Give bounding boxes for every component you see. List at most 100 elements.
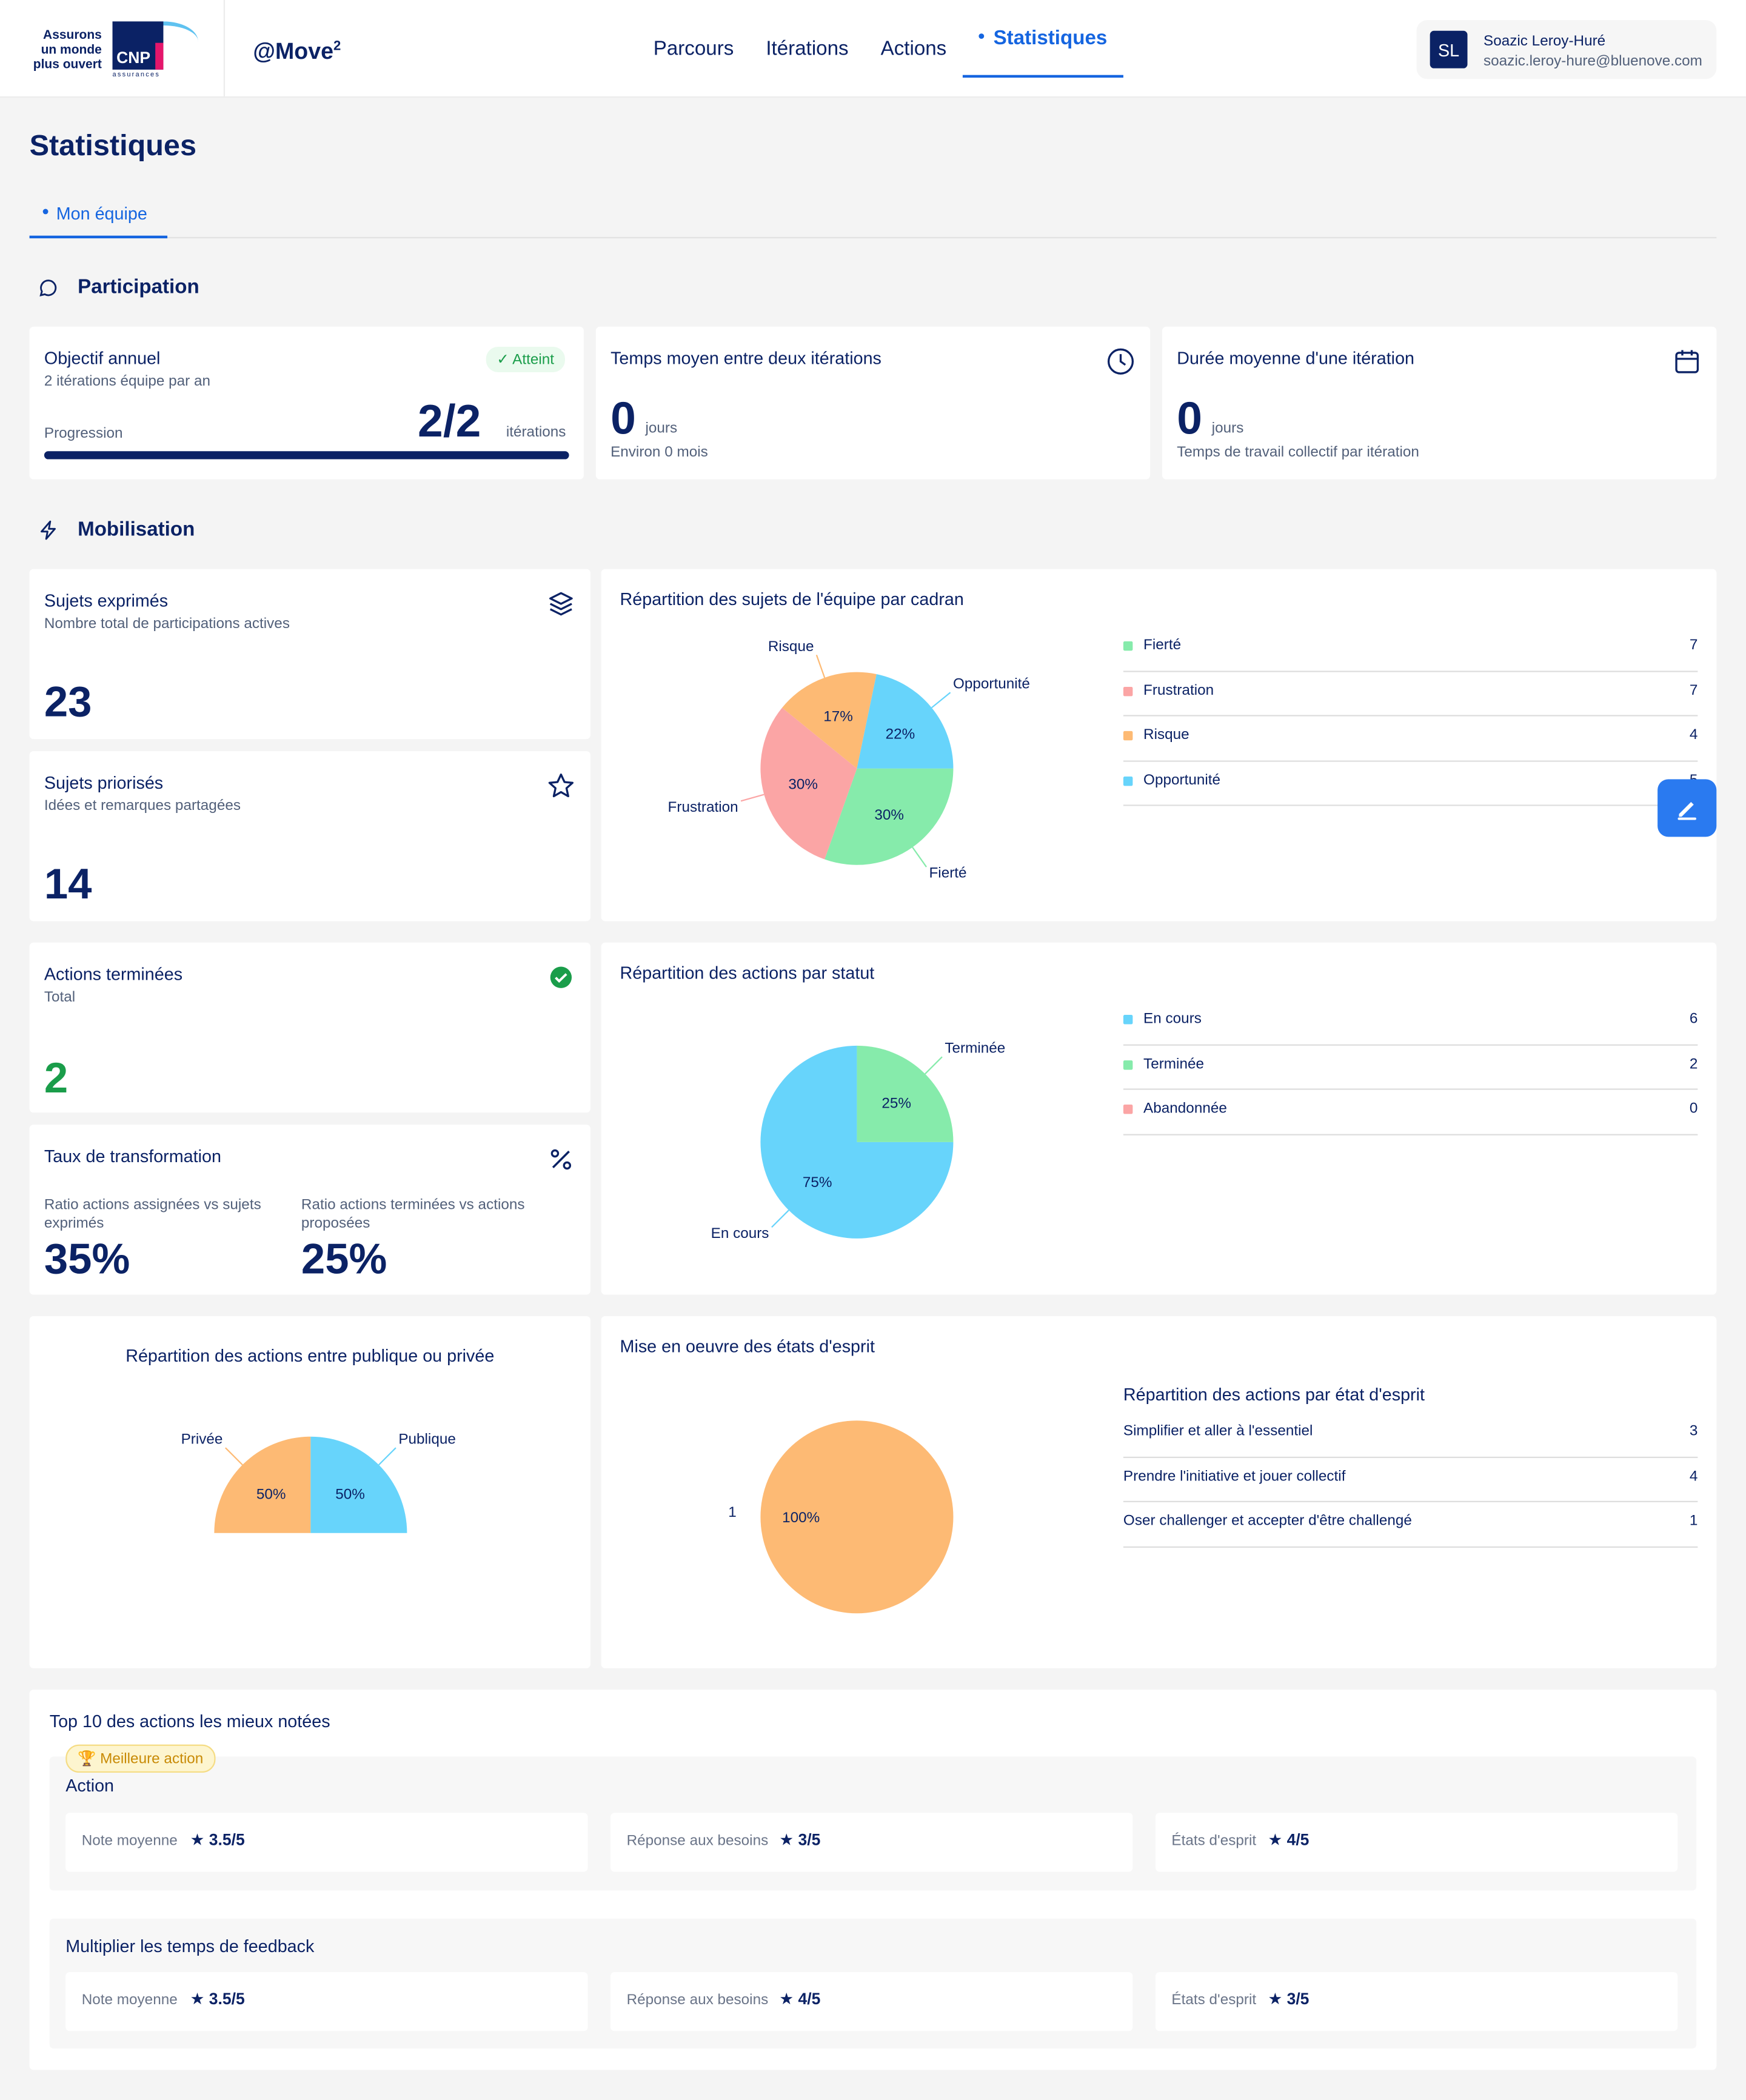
card-duree-moyenne: Durée moyenne d'une itération 0 jours Te… <box>1162 326 1717 480</box>
objectif-unit: itérations <box>506 424 566 441</box>
temps-value: 0 <box>610 393 636 445</box>
temps-sub: Environ 0 mois <box>610 444 708 461</box>
sujets-exprimes-value: 23 <box>44 677 92 726</box>
card-actions-terminees: Actions terminées Total 2 <box>29 942 590 1113</box>
card-temps-moyen: Temps moyen entre deux itérations 0 jour… <box>595 326 1151 480</box>
card-repartition-actions-statut: Répartition des actions par statut 75% En… <box>601 942 1717 1295</box>
clock-icon <box>1107 348 1134 375</box>
nav-parcours[interactable]: Parcours <box>653 37 734 61</box>
cnp-logo[interactable]: Assurons un monde plus ouvert CNP assura… <box>0 0 226 98</box>
legend-statut: En cours 6 Terminée 2 Abandonnée 0 <box>1123 1000 1698 1135</box>
legend-row: Prendre l'initiative et jouer collectif 4 <box>1123 1457 1698 1502</box>
etats-subtitle: Répartition des actions par état d'espri… <box>1123 1384 1425 1405</box>
duree-unit: jours <box>1211 420 1244 436</box>
legend-swatch <box>1123 686 1133 696</box>
percent-icon <box>550 1149 572 1170</box>
duree-value: 0 <box>1177 393 1203 445</box>
star-icon: ★ 3/5 <box>1268 1989 1310 2008</box>
sujets-priorises-value: 14 <box>44 859 92 908</box>
legend-row: Oser challenger et accepter d'être chall… <box>1123 1502 1698 1547</box>
logo-mark: CNP <box>112 21 164 70</box>
star-icon: ★ 4/5 <box>1268 1830 1310 1849</box>
taux-r1-value: 35% <box>44 1234 130 1283</box>
pie-percent-label: 50% <box>335 1486 365 1502</box>
taux-r1-label: Ratio actions assignées vs sujets exprim… <box>44 1197 261 1232</box>
star-icon: ★ 4/5 <box>779 1989 821 2008</box>
app-name[interactable]: @Move2 <box>253 39 341 65</box>
legend-swatch <box>1123 1060 1133 1069</box>
pie-category-label: Frustration <box>668 799 738 815</box>
nav-iterations[interactable]: Itérations <box>766 37 849 61</box>
objectif-sub: 2 itérations équipe par an <box>44 373 211 390</box>
check-icon: ✓ <box>497 352 513 369</box>
top-item-2[interactable]: Multiplier les temps de feedback Note mo… <box>49 1918 1697 2049</box>
tab-mon-equipe[interactable]: Mon équipe <box>29 195 168 239</box>
top-item-name: Multiplier les temps de feedback <box>65 1936 315 1956</box>
nav-actions[interactable]: Actions <box>880 37 947 61</box>
card-repartition-sujets: Répartition des sujets de l'équipe par c… <box>601 569 1717 921</box>
card-top-10: Top 10 des actions les mieux notées 🏆 Me… <box>29 1690 1717 2070</box>
pie-chart-statut: 75% En cours 25% Terminée <box>711 1040 1006 1242</box>
sujets-exprimes-sub: Nombre total de participations actives <box>44 615 290 632</box>
pie-percent-label: 50% <box>256 1486 286 1502</box>
pie-slice-terminée[interactable] <box>857 1045 954 1142</box>
nav-statistiques[interactable]: Statistiques <box>962 0 1123 78</box>
reponse-besoins: Réponse aux besoins ★ 4/5 <box>610 1972 1133 2031</box>
chart3-title: Répartition des actions entre publique o… <box>125 1345 495 1366</box>
top-item-1[interactable]: 🏆 Meilleure action Action Note moyenne ★ … <box>49 1744 1697 1891</box>
pie-slice-risque[interactable] <box>782 672 877 769</box>
pie-slice-fierté[interactable] <box>824 768 954 865</box>
taux-r2-label: Ratio actions terminées vs actions propo… <box>301 1197 525 1232</box>
legend-value: 4 <box>1689 727 1698 743</box>
legend-value: 0 <box>1689 1100 1698 1117</box>
pie-slice-opportunité[interactable] <box>857 674 954 769</box>
pie-percent-label: 30% <box>788 776 818 792</box>
pie-slice-1[interactable] <box>760 1420 954 1614</box>
pie-label-line <box>378 1447 396 1466</box>
temps-unit: jours <box>645 420 678 436</box>
legend-label: Simplifier et aller à l'essentiel <box>1123 1423 1313 1440</box>
chart1-title: Répartition des sujets de l'équipe par c… <box>620 589 964 609</box>
pie-label-line <box>740 794 764 802</box>
pie-category-label: En cours <box>711 1225 769 1242</box>
legend-etats-esprit: Simplifier et aller à l'essentiel 3 Prendr… <box>1123 1413 1698 1547</box>
legend-label: Frustration <box>1143 682 1214 698</box>
pie-category-label: Opportunité <box>953 676 1030 692</box>
pie-label-line <box>225 1447 243 1466</box>
legend-value: 7 <box>1689 682 1698 698</box>
pie-percent-label: 17% <box>823 709 853 725</box>
sujets-exprimes-title: Sujets exprimés <box>44 590 169 611</box>
legend-row: Opportunité5 <box>1123 761 1698 806</box>
user-name: Soazic Leroy-Huré <box>1483 33 1606 50</box>
reponse-besoins: Réponse aux besoins ★ 3/5 <box>610 1813 1133 1872</box>
legend-row: Simplifier et aller à l'essentiel 3 <box>1123 1413 1698 1457</box>
status-badge: ✓ Atteint <box>486 347 565 372</box>
pie-slice-frustration[interactable] <box>760 707 857 860</box>
taux-title: Taux de transformation <box>44 1146 221 1166</box>
card-publique-privee: Répartition des actions entre publique o… <box>29 1316 590 1668</box>
pie-percent-label: 75% <box>803 1174 832 1191</box>
layers-icon <box>549 592 573 616</box>
legend-swatch <box>1123 1105 1133 1114</box>
pie-label-line <box>912 846 927 868</box>
etats-esprit: États d'esprit ★ 3/5 <box>1155 1972 1678 2031</box>
pie-label-line <box>925 1056 943 1075</box>
pie-slice-privée[interactable] <box>214 1436 311 1533</box>
legend-value: 2 <box>1689 1055 1698 1072</box>
pie-percent-label: 25% <box>881 1095 911 1111</box>
user-menu[interactable]: SL Soazic Leroy-Huré soazic.leroy-hure@b… <box>1416 20 1717 79</box>
legend-row: Terminée 2 <box>1123 1045 1698 1090</box>
pie-slice-publique[interactable] <box>310 1436 407 1533</box>
legend-row: Abandonnée 0 <box>1123 1090 1698 1135</box>
temps-title: Temps moyen entre deux itérations <box>610 348 881 369</box>
progress-label: Progression <box>44 426 123 442</box>
actions-terminees-value: 2 <box>44 1054 69 1102</box>
legend-label: Abandonnée <box>1143 1100 1227 1117</box>
legend-label: Terminée <box>1143 1055 1204 1072</box>
avatar: SL <box>1430 30 1468 69</box>
half-pie-chart-publique-privee: 50% Privée 50% Publique <box>181 1431 456 1533</box>
legend-label: Opportunité <box>1143 772 1221 788</box>
chart4-title: Mise en oeuvre des états d'esprit <box>620 1336 875 1357</box>
edit-fab-button[interactable] <box>1657 779 1717 837</box>
legend-value: 7 <box>1689 637 1698 654</box>
